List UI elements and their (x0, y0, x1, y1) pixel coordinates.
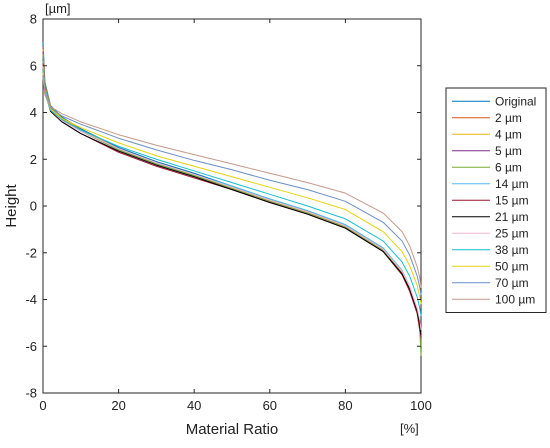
x-axis-unit-label: [%] (400, 421, 419, 436)
legend-label: 70 µm (495, 276, 529, 290)
x-tick-label: 40 (187, 398, 201, 413)
legend-label: 6 µm (495, 160, 522, 174)
legend-label: 2 µm (495, 111, 522, 125)
legend-item: 100 µm (452, 292, 535, 306)
x-axis-label: Material Ratio (186, 421, 279, 438)
series-line-12 (42, 77, 422, 288)
legend-item: 70 µm (452, 276, 529, 290)
legend-label: 5 µm (495, 144, 522, 158)
series-layer (42, 42, 422, 356)
y-axis-unit-label: [µm] (45, 1, 71, 16)
legend-label: 50 µm (495, 259, 529, 273)
legend-item: 25 µm (452, 226, 529, 240)
legend: Original 2 µm 4 µm 5 µm 6 µm 14 µm 15 µm 21 µm 2… (445, 87, 547, 313)
legend-item: 50 µm (452, 259, 529, 273)
y-tick-label: 2 (30, 152, 37, 167)
legend-label: Original (495, 94, 536, 108)
y-tick-label: 0 (30, 199, 37, 214)
series-line-10 (42, 72, 422, 305)
series-line-7 (42, 65, 422, 335)
legend-item: 14 µm (452, 177, 529, 191)
series-line-8 (42, 65, 422, 330)
y-axis-ticks: -8 -6 -4 -2 0 2 4 6 8 (25, 12, 421, 401)
legend-item: 2 µm (452, 111, 522, 125)
legend-label: 21 µm (495, 210, 529, 224)
y-axis-label: Height (3, 183, 20, 227)
x-tick-label: 80 (338, 398, 352, 413)
legend-label: 25 µm (495, 226, 529, 240)
y-tick-label: 8 (30, 12, 37, 27)
legend-label: 15 µm (495, 193, 529, 207)
legend-item: Original (452, 94, 536, 108)
x-axis-ticks: 0 20 40 60 80 100 (39, 19, 432, 413)
y-tick-label: -4 (25, 292, 37, 307)
x-tick-label: 60 (263, 398, 277, 413)
legend-label: 38 µm (495, 243, 529, 257)
x-tick-label: 0 (39, 398, 46, 413)
x-tick-label: 20 (111, 398, 125, 413)
plot-area-frame (42, 18, 422, 394)
legend-item: 21 µm (452, 210, 529, 224)
legend-item: 15 µm (452, 193, 529, 207)
x-tick-label: 100 (410, 398, 432, 413)
legend-item: 4 µm (452, 127, 522, 141)
y-tick-label: -2 (25, 245, 37, 260)
legend-item: 38 µm (452, 243, 529, 257)
legend-item: 6 µm (452, 160, 522, 174)
y-tick-label: -6 (25, 339, 37, 354)
series-line-9 (42, 70, 422, 316)
legend-label: 4 µm (495, 127, 522, 141)
legend-item: 5 µm (452, 144, 522, 158)
series-line-11 (42, 75, 422, 295)
y-tick-label: 4 (30, 105, 37, 120)
legend-label: 100 µm (495, 292, 535, 306)
y-tick-label: -8 (25, 386, 37, 401)
y-tick-label: 6 (30, 58, 37, 73)
legend-label: 14 µm (495, 177, 529, 191)
legend-items: Original 2 µm 4 µm 5 µm 6 µm 14 µm 15 µm 21 µm 2… (452, 94, 536, 306)
